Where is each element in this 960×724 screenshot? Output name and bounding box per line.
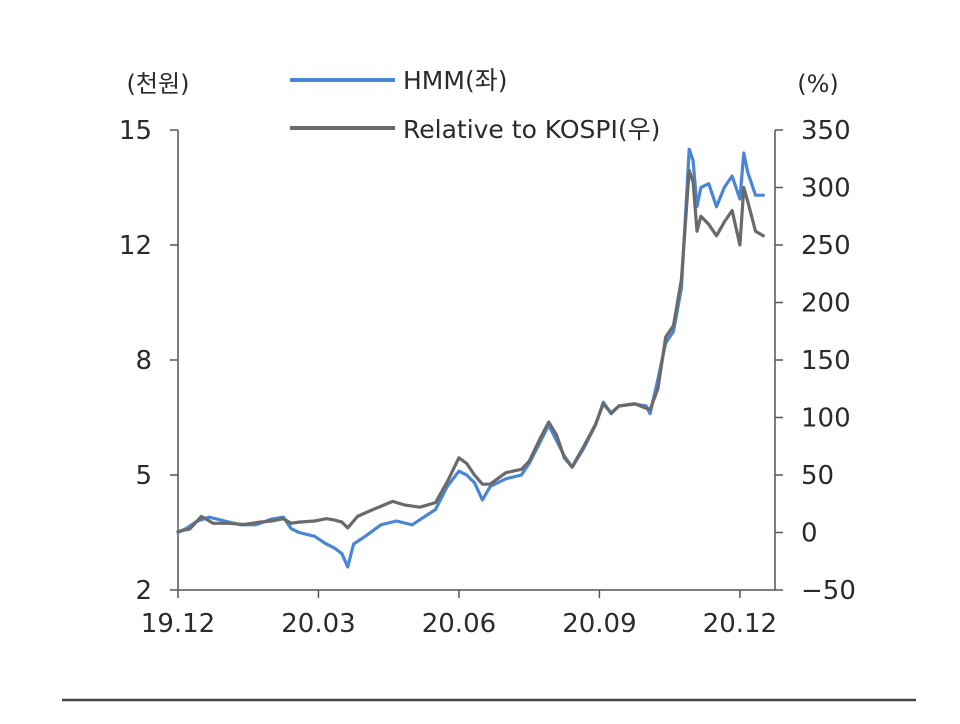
x-tick-label: 20.06	[422, 609, 496, 639]
left-axis-unit: (천원)	[127, 70, 190, 98]
legend: HMM(좌) Relative to KOSPI(우)	[290, 66, 660, 144]
right-tick-label: 100	[801, 404, 851, 434]
x-tick-label: 19.12	[141, 609, 215, 639]
x-tick-label: 20.09	[562, 609, 636, 639]
right-tick-label: 350	[801, 116, 851, 146]
axis-ticks: 15 12 8 5 2 350 300 250 200 150 100 50 0 −50 19.12 20.0…	[119, 116, 856, 639]
right-tick-label: −50	[801, 576, 856, 606]
right-tick-label: 50	[801, 461, 834, 491]
series-line-relative-kospi	[176, 168, 765, 533]
right-tick-label: 200	[801, 289, 851, 319]
right-tick-label: 300	[801, 174, 851, 204]
left-tick-label: 12	[119, 231, 152, 261]
x-tick-label: 20.03	[281, 609, 355, 639]
right-axis-unit: (%)	[797, 70, 839, 98]
left-tick-label: 8	[135, 346, 152, 376]
right-tick-label: 0	[801, 519, 818, 549]
right-tick-label: 150	[801, 346, 851, 376]
left-tick-label: 5	[135, 461, 152, 491]
legend-label-relative-kospi: Relative to KOSPI(우)	[403, 115, 660, 144]
legend-label-hmm: HMM(좌)	[403, 66, 507, 95]
series-line-hmm	[176, 147, 765, 569]
x-tick-label: 20.12	[703, 609, 777, 639]
series-layer	[176, 147, 765, 569]
left-tick-label: 15	[119, 116, 152, 146]
left-tick-label: 2	[135, 576, 152, 606]
right-tick-label: 250	[801, 231, 851, 261]
